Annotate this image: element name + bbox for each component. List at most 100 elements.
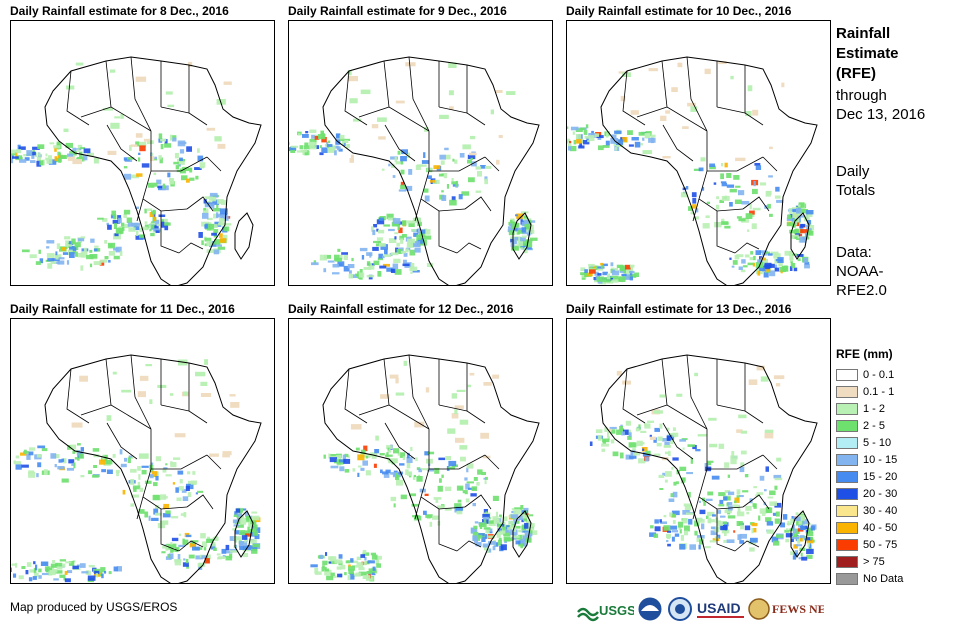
country-border [344,368,368,424]
country-border [358,106,390,118]
legend-label: 15 - 20 [863,471,898,483]
madagascar-outline [234,212,254,260]
country-border [686,354,708,430]
through-label: through [836,87,887,104]
data-source-line: NOAA- [836,263,884,280]
svg-text:USAID: USAID [697,600,741,616]
legend-swatch [836,556,858,568]
rainfall-map-panel-3: Daily Rainfall estimate for 10 Dec., 201… [566,2,831,287]
country-border [383,358,430,430]
country-border [707,454,764,470]
country-border [106,124,138,162]
africa-outline [44,56,262,285]
rainfall-map-panel-5: Daily Rainfall estimate for 12 Dec., 201… [288,300,553,585]
legend-label: No Data [863,573,904,585]
country-border [384,422,416,460]
data-source-line: RFE2.0 [836,282,887,299]
country-border [438,106,468,114]
country-border [384,124,416,162]
legend-label: 10 - 15 [863,454,898,466]
legend-swatch [836,403,858,415]
legend-label: 20 - 30 [863,488,898,500]
country-border [734,242,760,254]
rainfall-map [589,354,818,583]
country-border [707,156,764,172]
country-border [716,509,736,552]
panel-title: Daily Rainfall estimate for 12 Dec., 201… [288,302,514,316]
country-border [742,196,770,212]
legend-swatch [836,386,858,398]
map-frame [288,20,553,286]
rainfall-map-panel-6: Daily Rainfall estimate for 13 Dec., 201… [566,300,831,585]
madagascar-outline [512,212,532,260]
country-border [80,106,112,118]
legend-swatch [836,522,858,534]
country-border [464,196,492,212]
madagascar-outline [234,510,254,558]
map-frame [566,318,831,584]
country-border [716,211,736,254]
title-line: Rainfall [836,25,891,42]
panel-title: Daily Rainfall estimate for 13 Dec., 201… [566,302,792,316]
country-border [186,196,214,212]
map-frame [566,20,831,286]
nasa-seal-logo [668,597,692,621]
rainfall-map [11,56,262,285]
rainfall-map [289,56,540,285]
country-border [622,368,646,424]
svg-text:USGS: USGS [599,603,634,618]
title-line: Estimate [836,45,899,62]
country-border [456,540,482,552]
country-border [160,509,180,552]
country-border [686,56,708,132]
panel-title: Daily Rainfall estimate for 11 Dec., 201… [10,302,235,316]
legend-label: > 75 [863,556,885,568]
country-border [716,404,746,412]
country-border [414,496,422,520]
country-border [383,60,430,132]
country-border [744,363,764,424]
country-border [188,65,208,126]
africa-outline [322,56,540,285]
country-border [136,496,144,520]
country-border [344,70,368,126]
country-border [661,60,708,132]
country-border [456,242,482,254]
credit-text: Map produced by USGS/EROS [10,600,178,614]
rainfall-map [310,354,540,583]
country-border [136,198,144,222]
usaid-logo: USAID [697,600,744,618]
country-border [142,170,188,212]
country-border [130,354,152,430]
country-border [160,211,180,254]
country-border [698,170,744,212]
legend-swatch [836,573,858,585]
country-border [622,70,646,126]
sidebar-title: Rainfall Estimate (RFE) [836,24,899,84]
country-border [186,494,214,510]
country-border [66,70,90,126]
panel-title: Daily Rainfall estimate for 9 Dec., 2016 [288,4,507,18]
title-line: (RFE) [836,65,876,82]
legend-swatch [836,505,858,517]
country-border [762,454,778,470]
country-border [80,404,112,416]
rainfall-map-panel-1: Daily Rainfall estimate for 8 Dec., 2016 [10,2,275,287]
country-border [692,198,700,222]
usgs-logo: USGS [577,603,634,622]
country-border [420,170,466,212]
country-border [466,363,486,424]
panel-title: Daily Rainfall estimate for 10 Dec., 201… [566,4,792,18]
country-border [661,358,708,430]
country-border [429,454,486,470]
legend-title: RFE (mm) [836,347,893,361]
africa-outline [600,354,818,583]
country-border [438,404,468,412]
legend-label: 1 - 2 [863,403,886,415]
country-border [662,124,694,162]
legend-label: 5 - 10 [863,437,892,449]
legend-label: 40 - 50 [863,522,898,534]
noaa-logo [638,597,662,621]
country-border [742,494,770,510]
country-border [484,156,500,172]
